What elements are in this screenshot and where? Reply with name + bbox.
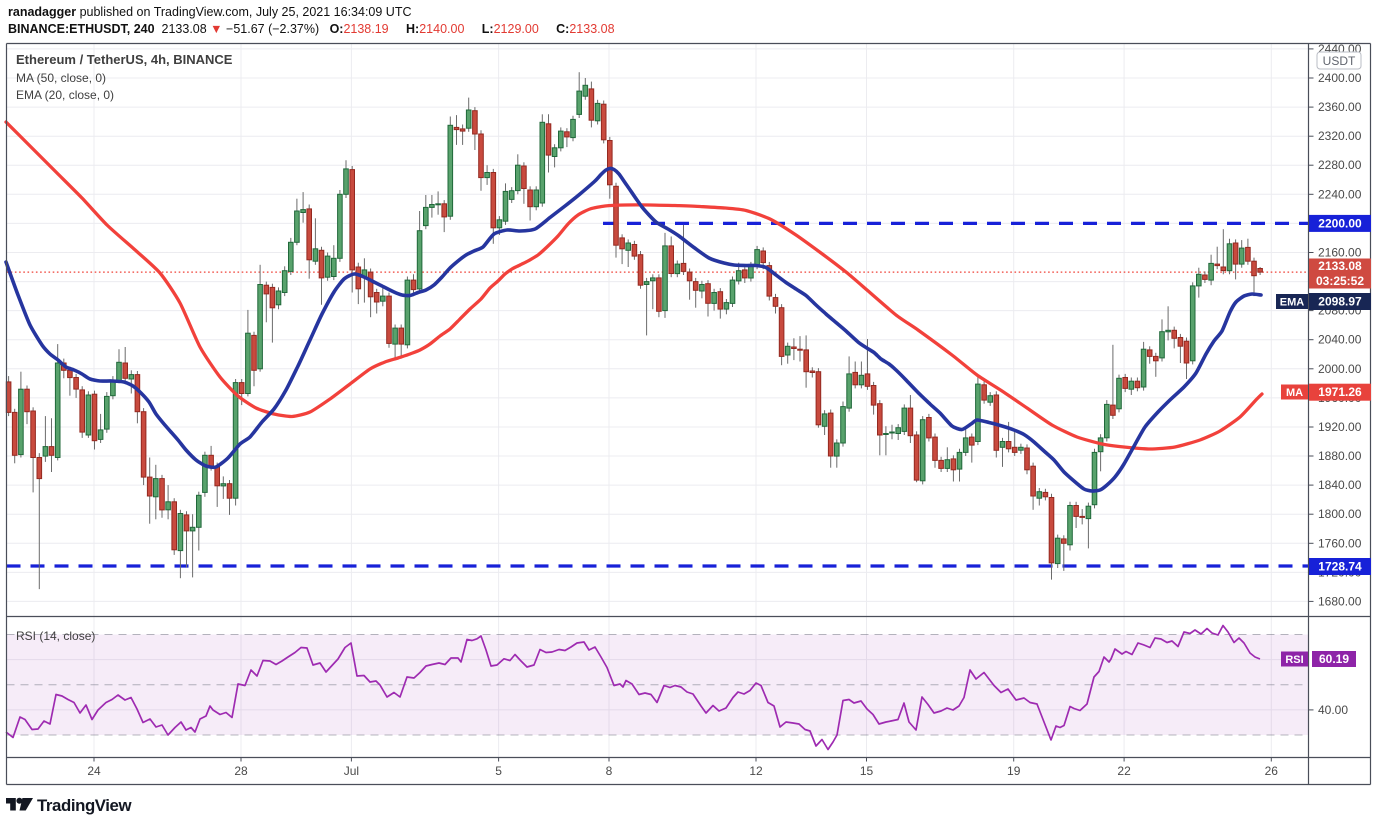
- svg-text:22: 22: [1117, 764, 1131, 778]
- svg-text:TradingView: TradingView: [37, 796, 132, 815]
- svg-text:1971.26: 1971.26: [1318, 385, 1362, 399]
- svg-text:2240.00: 2240.00: [1318, 187, 1362, 201]
- svg-text:19: 19: [1007, 764, 1021, 778]
- svg-text:1800.00: 1800.00: [1318, 507, 1362, 521]
- svg-text:Jul: Jul: [344, 764, 359, 778]
- svg-text:2200.00: 2200.00: [1318, 216, 1362, 230]
- svg-text:RSI (14, close): RSI (14, close): [16, 629, 95, 643]
- svg-text:EMA (20, close, 0): EMA (20, close, 0): [16, 88, 114, 102]
- svg-text:1760.00: 1760.00: [1318, 536, 1362, 550]
- svg-text:2040.00: 2040.00: [1318, 333, 1362, 347]
- svg-text:60.19: 60.19: [1319, 652, 1349, 666]
- svg-text:Ethereum / TetherUS, 4h, BINAN: Ethereum / TetherUS, 4h, BINANCE: [16, 52, 233, 67]
- svg-text:2360.00: 2360.00: [1318, 100, 1362, 114]
- svg-text:USDT: USDT: [1323, 54, 1356, 68]
- svg-text:EMA: EMA: [1280, 297, 1305, 309]
- svg-text:MA: MA: [1286, 387, 1303, 399]
- svg-text:2400.00: 2400.00: [1318, 71, 1362, 85]
- svg-text:1728.74: 1728.74: [1318, 560, 1362, 574]
- svg-text:03:25:52: 03:25:52: [1316, 274, 1364, 288]
- svg-text:5: 5: [495, 764, 502, 778]
- svg-text:1880.00: 1880.00: [1318, 449, 1362, 463]
- svg-text:2133.08: 2133.08: [1318, 259, 1362, 273]
- svg-text:26: 26: [1265, 764, 1279, 778]
- svg-text:12: 12: [749, 764, 763, 778]
- svg-text:28: 28: [234, 764, 248, 778]
- svg-text:15: 15: [860, 764, 874, 778]
- svg-text:1680.00: 1680.00: [1318, 594, 1362, 608]
- svg-text:24: 24: [87, 764, 101, 778]
- svg-text:8: 8: [606, 764, 613, 778]
- svg-text:2280.00: 2280.00: [1318, 158, 1362, 172]
- svg-text:2160.00: 2160.00: [1318, 246, 1362, 260]
- svg-text:RSI: RSI: [1285, 654, 1303, 666]
- svg-text:2098.97: 2098.97: [1318, 295, 1362, 309]
- svg-text:2320.00: 2320.00: [1318, 129, 1362, 143]
- svg-text:1920.00: 1920.00: [1318, 420, 1362, 434]
- svg-text:2000.00: 2000.00: [1318, 362, 1362, 376]
- svg-text:40.00: 40.00: [1318, 703, 1348, 717]
- svg-text:MA (50, close, 0): MA (50, close, 0): [16, 71, 106, 85]
- svg-text:1840.00: 1840.00: [1318, 478, 1362, 492]
